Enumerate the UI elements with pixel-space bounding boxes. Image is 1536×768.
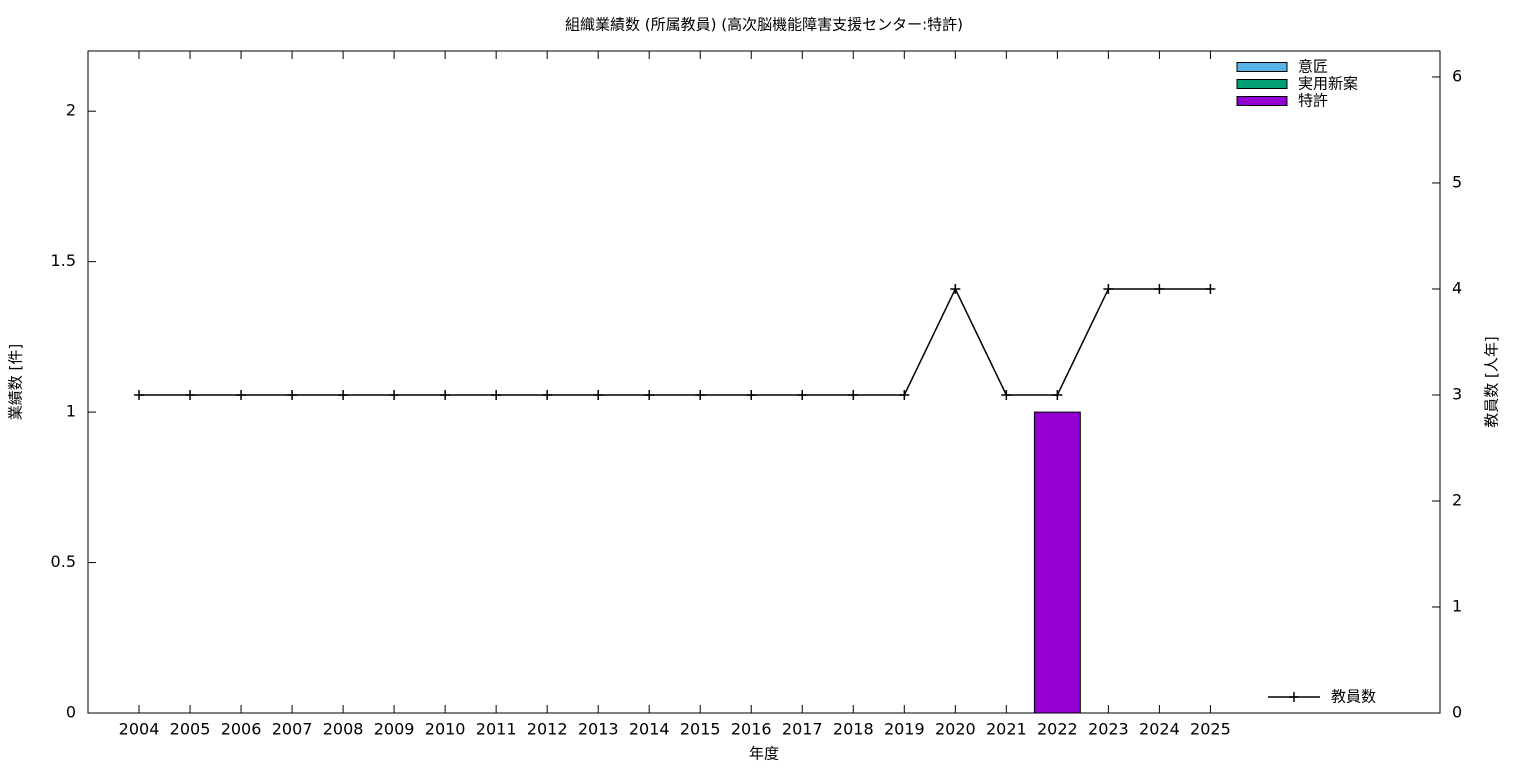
- y-tick-label: 0: [66, 703, 76, 722]
- legend-label: 意匠: [1298, 58, 1328, 76]
- x-tick-label: 2010: [425, 720, 466, 739]
- point: [287, 389, 298, 400]
- line: [139, 287, 1211, 396]
- x-tick-label: 2006: [221, 720, 262, 739]
- y2-tick-label: 2: [1452, 490, 1462, 509]
- point: [797, 389, 808, 400]
- y2-tick-label: 3: [1452, 384, 1462, 403]
- x-tick-label: 2020: [935, 720, 976, 739]
- point: [389, 389, 400, 400]
- y-tick-label: 1.5: [51, 251, 76, 270]
- x-axis-label: 年度: [749, 745, 779, 763]
- point: [695, 389, 706, 400]
- x-tick-label: 2015: [680, 720, 721, 739]
- x-tick-label: 2011: [476, 720, 517, 739]
- x-tick-label: 2016: [731, 720, 772, 739]
- y2-axis-label: 教員数 [人年]: [1483, 336, 1501, 427]
- point: [1052, 389, 1063, 400]
- x-tick-label: 2025: [1190, 720, 1231, 739]
- point: [134, 389, 145, 400]
- point: [746, 389, 757, 400]
- point: [185, 389, 196, 400]
- point: [1103, 283, 1114, 294]
- point: [236, 389, 247, 400]
- y-axis-label: 業績数 [件]: [7, 344, 25, 420]
- x-tick-label: 2017: [782, 720, 823, 739]
- x-tick-label: 2004: [119, 720, 160, 739]
- point: [491, 389, 502, 400]
- point: [1001, 389, 1012, 400]
- x-tick-label: 2019: [884, 720, 925, 739]
- point: [950, 283, 961, 294]
- x-tick-label: 2012: [527, 720, 568, 739]
- x-tick-label: 2022: [1037, 720, 1078, 739]
- x-tick-label: 2005: [170, 720, 211, 739]
- legend-label: 教員数: [1331, 688, 1376, 706]
- x-tick-label: 2014: [629, 720, 670, 739]
- x-tick-label: 2021: [986, 720, 1027, 739]
- chart-title: 組織業績数 (所属教員) (高次脳機能障害支援センター:特許): [565, 16, 963, 34]
- y-tick-label: 2: [66, 101, 76, 120]
- point: [440, 389, 451, 400]
- bar: [1033, 411, 1081, 714]
- point: [593, 389, 604, 400]
- legend-point: [1289, 692, 1299, 702]
- x-tick-label: 2009: [374, 720, 415, 739]
- x-tick-label: 2008: [323, 720, 364, 739]
- point: [848, 389, 859, 400]
- y2-tick-label: 1: [1452, 596, 1462, 615]
- y-tick-label: 1: [66, 402, 76, 421]
- legend-swatch: [1236, 79, 1288, 89]
- point: [542, 389, 553, 400]
- point: [338, 389, 349, 400]
- plot-frame: [87, 50, 1441, 714]
- y2-tick-label: 6: [1452, 66, 1462, 85]
- x-tick-label: 2024: [1139, 720, 1180, 739]
- legend-swatch: [1236, 62, 1288, 72]
- legend-label: 特許: [1298, 92, 1328, 110]
- point: [644, 389, 655, 400]
- y2-tick-label: 0: [1452, 703, 1462, 722]
- x-tick-label: 2018: [833, 720, 874, 739]
- legend-label: 実用新案: [1298, 75, 1358, 93]
- legend-swatch: [1236, 96, 1288, 106]
- point: [1154, 283, 1165, 294]
- x-tick-label: 2023: [1088, 720, 1129, 739]
- y2-tick-label: 5: [1452, 172, 1462, 191]
- point: [899, 389, 910, 400]
- x-tick-label: 2013: [578, 720, 619, 739]
- x-tick-label: 2007: [272, 720, 313, 739]
- y-tick-label: 0.5: [51, 552, 76, 571]
- y2-tick-label: 4: [1452, 278, 1462, 297]
- point: [1205, 283, 1216, 294]
